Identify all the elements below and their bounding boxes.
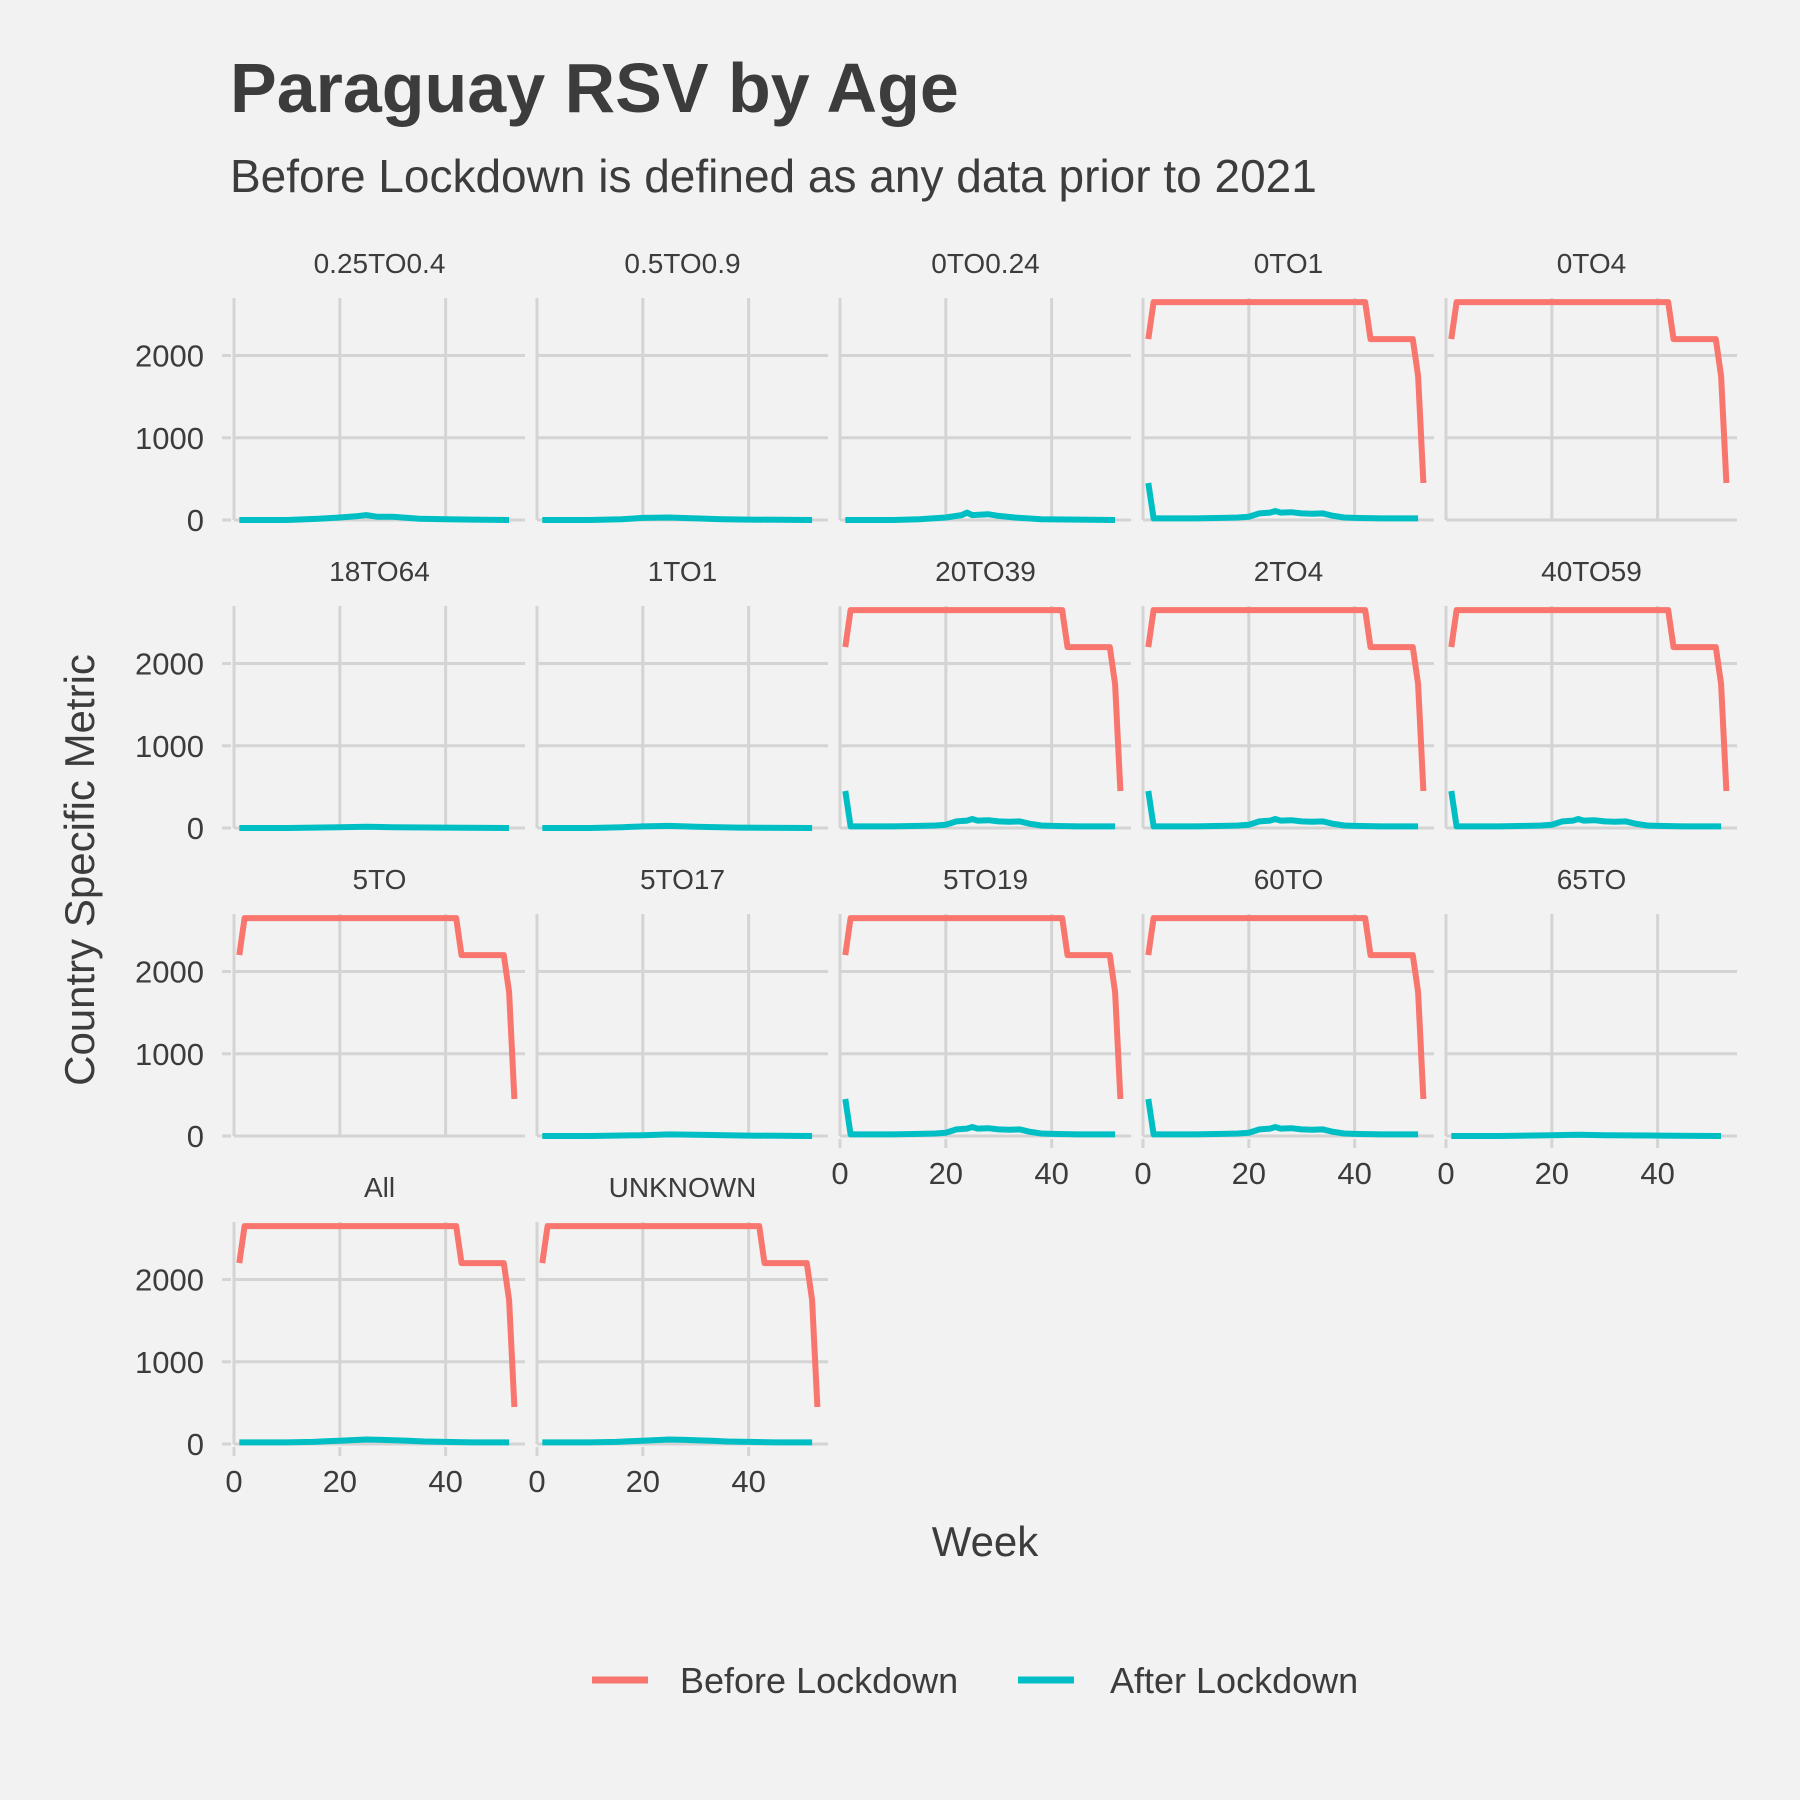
y-tick-label: 0 (187, 503, 204, 538)
facet-label: 1TO1 (648, 556, 718, 587)
x-tick-label: 40 (428, 1464, 462, 1499)
y-tick-label: 1000 (135, 1037, 204, 1072)
y-axis-title: Country Specific Metric (56, 654, 103, 1086)
y-tick-label: 2000 (135, 955, 204, 990)
series-line-before-lockdown (1145, 299, 1427, 484)
series-line-after-lockdown (842, 1098, 1116, 1138)
series-line-after-lockdown (239, 1436, 510, 1446)
legend: Before Lockdown After Lockdown (592, 1660, 1358, 1701)
x-axis-title: Week (932, 1518, 1040, 1565)
series-line-before-lockdown (842, 607, 1124, 792)
facet-panel: All 0 1000 2000 0 20 40 (135, 1172, 525, 1499)
x-tick-label: 0 (528, 1464, 545, 1499)
facet-label: 5TO17 (640, 864, 725, 895)
x-tick-label: 40 (731, 1464, 765, 1499)
facet-panel: 0.25TO0.4 0 1000 2000 (135, 248, 525, 538)
facet-label: 0TO0.24 (931, 248, 1039, 279)
facet-label: UNKNOWN (609, 1172, 757, 1203)
y-tick-label: 1000 (135, 1345, 204, 1380)
facet-label: 0.5TO0.9 (624, 248, 740, 279)
series-line-after-lockdown (542, 822, 813, 831)
facet-panel: 0.5TO0.9 (535, 248, 828, 523)
facet-label: 18TO64 (329, 556, 430, 587)
series-line-after-lockdown (1451, 1131, 1722, 1139)
x-tick-label: 20 (1232, 1156, 1266, 1191)
series-line-after-lockdown (542, 514, 813, 523)
facet-label: 0TO1 (1254, 248, 1324, 279)
facet-label: 60TO (1254, 864, 1324, 895)
y-tick-label: 0 (187, 811, 204, 846)
series-line-after-lockdown (1448, 790, 1722, 830)
facet-label: 20TO39 (935, 556, 1036, 587)
series-line-after-lockdown (1145, 1098, 1419, 1138)
series-line-after-lockdown (239, 512, 510, 523)
y-tick-label: 1000 (135, 729, 204, 764)
facet-label: 5TO19 (943, 864, 1028, 895)
facet-panel: 5TO 0 1000 2000 (135, 864, 525, 1154)
series-line-after-lockdown (845, 509, 1116, 523)
series-line-before-lockdown (1145, 915, 1427, 1100)
x-tick-label: 40 (1337, 1156, 1371, 1191)
chart-title: Paraguay RSV by Age (230, 49, 959, 127)
series-line-before-lockdown (1448, 299, 1730, 484)
y-tick-label: 1000 (135, 421, 204, 456)
series-line-before-lockdown (236, 1223, 518, 1408)
x-tick-label: 0 (831, 1156, 848, 1191)
facet-label: All (364, 1172, 395, 1203)
facet-panel: 5TO19 0 20 40 (831, 864, 1131, 1191)
facet-panel: 0TO4 (1444, 248, 1737, 522)
facet-panel: 2TO4 (1141, 556, 1434, 830)
x-tick-label: 40 (1640, 1156, 1674, 1191)
series-line-after-lockdown (542, 1131, 813, 1139)
facet-label: 40TO59 (1541, 556, 1642, 587)
y-tick-label: 0 (187, 1119, 204, 1154)
facet-panel: 1TO1 (535, 556, 828, 831)
legend-label-before: Before Lockdown (680, 1660, 958, 1701)
y-tick-label: 2000 (135, 647, 204, 682)
series-line-after-lockdown (239, 823, 510, 831)
series-line-before-lockdown (539, 1223, 821, 1408)
facet-panel: 5TO17 (535, 864, 828, 1139)
facet-label: 0TO4 (1557, 248, 1627, 279)
y-tick-label: 2000 (135, 1263, 204, 1298)
facet-label: 5TO (353, 864, 407, 895)
x-tick-label: 20 (323, 1464, 357, 1499)
chart-subtitle: Before Lockdown is defined as any data p… (230, 150, 1317, 202)
series-line-after-lockdown (542, 1436, 813, 1446)
series-line-after-lockdown (1145, 790, 1419, 830)
x-tick-label: 40 (1034, 1156, 1068, 1191)
x-tick-label: 20 (929, 1156, 963, 1191)
series-line-after-lockdown (842, 790, 1116, 830)
x-tick-label: 20 (626, 1464, 660, 1499)
facet-panel: 0TO1 (1141, 248, 1434, 522)
facet-label: 0.25TO0.4 (314, 248, 446, 279)
series-line-before-lockdown (236, 915, 518, 1100)
facet-panel: 65TO 0 20 40 (1437, 864, 1737, 1191)
facet-panel: 60TO 0 20 40 (1134, 864, 1434, 1191)
series-line-before-lockdown (1448, 607, 1730, 792)
facet-panel: 18TO64 0 1000 2000 (135, 556, 525, 846)
series-line-after-lockdown (1145, 482, 1419, 522)
y-tick-label: 0 (187, 1427, 204, 1462)
series-line-before-lockdown (842, 915, 1124, 1100)
facet-panel: 0TO0.24 (838, 248, 1131, 523)
facet-panel: 40TO59 (1444, 556, 1737, 830)
facet-label: 65TO (1557, 864, 1627, 895)
legend-label-after: After Lockdown (1110, 1660, 1358, 1701)
facet-panel: UNKNOWN 0 20 40 (528, 1172, 828, 1499)
facet-panel: 20TO39 (838, 556, 1131, 830)
y-tick-label: 2000 (135, 339, 204, 374)
x-tick-label: 0 (1437, 1156, 1454, 1191)
x-tick-label: 0 (225, 1464, 242, 1499)
x-tick-label: 20 (1535, 1156, 1569, 1191)
x-tick-label: 0 (1134, 1156, 1151, 1191)
facet-label: 2TO4 (1254, 556, 1324, 587)
series-line-before-lockdown (1145, 607, 1427, 792)
